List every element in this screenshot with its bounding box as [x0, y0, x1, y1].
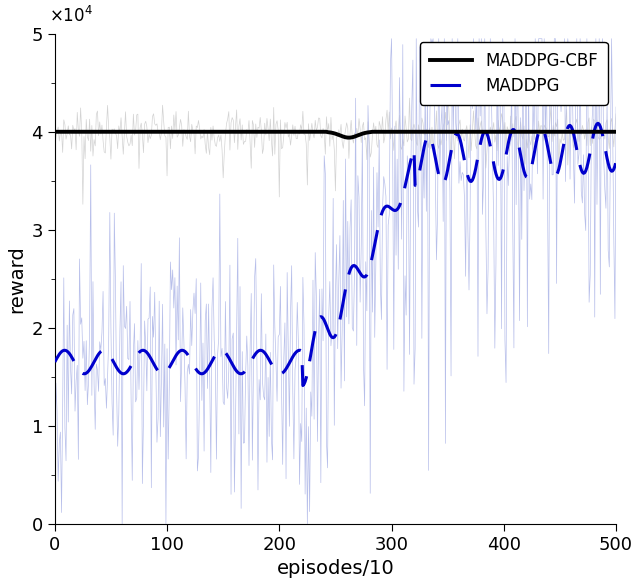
- Legend: MADDPG-CBF, MADDPG: MADDPG-CBF, MADDPG: [420, 42, 608, 105]
- MADDPG-CBF: [517, 128, 525, 135]
- Text: $\times 10^4$: $\times 10^4$: [49, 6, 93, 26]
- MADDPG-CBF: [190, 128, 198, 135]
- MADDPG-CBF: [420, 128, 428, 135]
- MADDPG: [595, 120, 602, 127]
- MADDPG: [51, 359, 59, 366]
- X-axis label: episodes/10: episodes/10: [276, 559, 394, 578]
- MADDPG-CBF: [255, 128, 263, 135]
- Y-axis label: reward: reward: [7, 245, 26, 312]
- Line: MADDPG: MADDPG: [55, 123, 616, 386]
- MADDPG-CBF: [51, 128, 59, 135]
- MADDPG-CBF: [345, 134, 353, 141]
- MADDPG: [517, 152, 525, 159]
- MADDPG: [420, 144, 428, 151]
- MADDPG: [612, 158, 620, 165]
- MADDPG-CBF: [214, 128, 221, 135]
- MADDPG: [299, 382, 307, 389]
- MADDPG: [214, 349, 221, 356]
- MADDPG-CBF: [413, 128, 421, 135]
- MADDPG: [255, 347, 263, 354]
- Line: MADDPG-CBF: MADDPG-CBF: [55, 132, 616, 137]
- MADDPG: [413, 177, 421, 184]
- MADDPG: [190, 362, 198, 369]
- MADDPG-CBF: [612, 128, 620, 135]
